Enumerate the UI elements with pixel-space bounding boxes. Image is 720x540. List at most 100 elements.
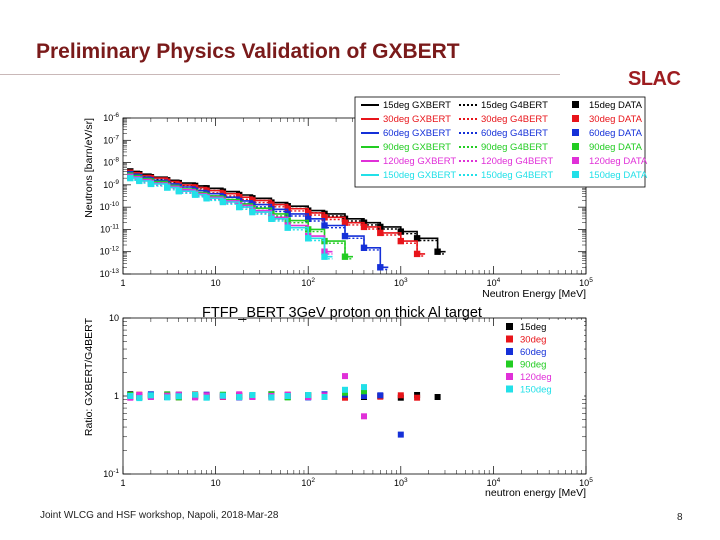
ratio-legend-square: [506, 373, 513, 380]
x-tick-label: 1: [120, 478, 125, 488]
legend-entry: 120deg GXBERT: [383, 156, 456, 167]
ratio-point-150deg: [342, 386, 348, 393]
g4bert-line-150deg: [130, 179, 333, 260]
legend-entry: 30deg G4BERT: [481, 114, 548, 125]
plot-frame: [122, 117, 587, 275]
g4bert-line-120deg: [130, 178, 333, 255]
y-tick-label: 10-1: [103, 468, 119, 479]
ratio-point-150deg: [219, 392, 226, 399]
data-point-150deg: [175, 188, 182, 195]
x-tick-label: 10: [211, 278, 221, 288]
ratio-point-150deg: [321, 394, 328, 400]
data-point-30deg: [305, 209, 312, 217]
legend-square: [572, 129, 579, 136]
data-point-150deg: [219, 198, 227, 206]
y-tick-label: 10-9: [103, 179, 119, 190]
ratio-point-60deg: [397, 431, 404, 438]
data-point-150deg: [203, 195, 210, 202]
gxbert-line-150deg: [130, 177, 333, 258]
data-point-15deg: [434, 248, 441, 255]
g4bert-line-30deg: [130, 174, 426, 257]
legend-entry: 120deg G4BERT: [481, 156, 553, 167]
legend-entry: 15deg G4BERT: [481, 100, 548, 111]
legend-entry: 60deg G4BERT: [481, 128, 548, 139]
data-point-150deg: [127, 174, 134, 182]
legend-square: [572, 143, 579, 150]
ratio-point-60deg: [361, 393, 367, 399]
x-tick-label: 104: [487, 277, 501, 288]
y-tick-label: 10-8: [103, 157, 119, 168]
x-tick-label: 102: [301, 277, 315, 288]
legend-entry: 120deg DATA: [589, 156, 648, 167]
ratio-point-150deg: [249, 392, 256, 398]
ratio-legend-box: [500, 320, 584, 398]
spectrum-legend: 15deg GXBERT 30deg GXBERT 60deg GXBERT 90de…: [354, 96, 648, 188]
data-point-60deg: [360, 244, 368, 251]
ratio-legend-entry: 120deg: [520, 372, 552, 383]
data-point-30deg: [360, 223, 368, 231]
data-point-150deg: [268, 215, 275, 222]
data-point-150deg: [147, 180, 155, 188]
spectrum-plot: 1 10 102 103 104 105 10-13 10-12 10-11 10-10 10-9 1…: [83, 112, 593, 300]
title-divider: [0, 74, 560, 75]
y-tick-label: 10-7: [103, 134, 119, 145]
ratio-point-15deg: [434, 394, 441, 400]
data-point-60deg: [305, 215, 312, 222]
data-point-150deg: [164, 184, 171, 191]
ratio-point-150deg: [164, 394, 171, 401]
ratio-point-120deg: [136, 392, 143, 398]
x-tick-label: 105: [579, 477, 593, 488]
ratio-point-60deg: [377, 392, 384, 399]
data-point-150deg: [236, 203, 243, 211]
ratio-point-150deg: [127, 393, 134, 399]
data-point-15deg: [413, 235, 421, 242]
ratio-point-150deg: [361, 384, 367, 391]
ratio-point-30deg: [397, 392, 404, 399]
ratio-legend-square: [506, 360, 513, 368]
legend-entry: 30deg DATA: [589, 114, 643, 125]
data-point-90deg: [341, 253, 349, 260]
ratio-point-120deg: [342, 373, 348, 380]
ratio-legend-square: [506, 348, 513, 355]
legend-square: [572, 171, 579, 178]
ratio-legend-entry: 60deg: [520, 347, 546, 358]
legend-entry: 150deg GXBERT: [383, 170, 456, 181]
data-point-30deg: [341, 219, 349, 226]
legend-box: [354, 96, 646, 188]
ratio-point-150deg: [175, 393, 182, 400]
legend-entry: 15deg DATA: [589, 100, 643, 111]
data-point-150deg: [136, 177, 143, 185]
ratio-legend-square: [506, 335, 513, 343]
x-tick-label: 10: [211, 478, 221, 488]
data-point-15deg: [397, 228, 404, 235]
legend-entry: 150deg DATA: [589, 170, 648, 181]
legend-square: [572, 157, 579, 164]
data-point-30deg: [377, 229, 384, 237]
y-axis-label: Ratio: GXBERT/G4BERT: [83, 317, 95, 436]
x-tick-label: 102: [301, 477, 315, 488]
x-axis-label: Neutron Energy [MeV]: [482, 288, 586, 300]
y-tick-label: 10-10: [100, 201, 120, 212]
ratio-point-120deg: [361, 413, 367, 420]
x-tick-label: 105: [579, 277, 593, 288]
legend-entry: 60deg GXBERT: [383, 128, 451, 139]
ratio-legend-square: [506, 385, 513, 393]
ratio-point-90deg: [361, 388, 367, 395]
legend-entry: 30deg GXBERT: [383, 114, 451, 125]
ratio-point-150deg: [236, 394, 243, 400]
ratio-legend-entry: 30deg: [520, 335, 546, 346]
y-tick-label: 10: [109, 313, 119, 323]
ratio-legend-entry: 15deg: [520, 322, 546, 333]
data-point-60deg: [377, 264, 384, 271]
y-tick-label: 10-6: [103, 112, 119, 123]
legend-entry: 15deg GXBERT: [383, 100, 451, 111]
x-axis-label: neutron energy [MeV]: [485, 487, 586, 499]
ratio-point-150deg: [192, 391, 199, 398]
data-point-150deg: [249, 208, 256, 216]
x-tick-label: 104: [487, 477, 501, 488]
gxbert-line-90deg: [130, 174, 353, 258]
slide-title: Preliminary Physics Validation of GXBERT: [36, 40, 460, 63]
